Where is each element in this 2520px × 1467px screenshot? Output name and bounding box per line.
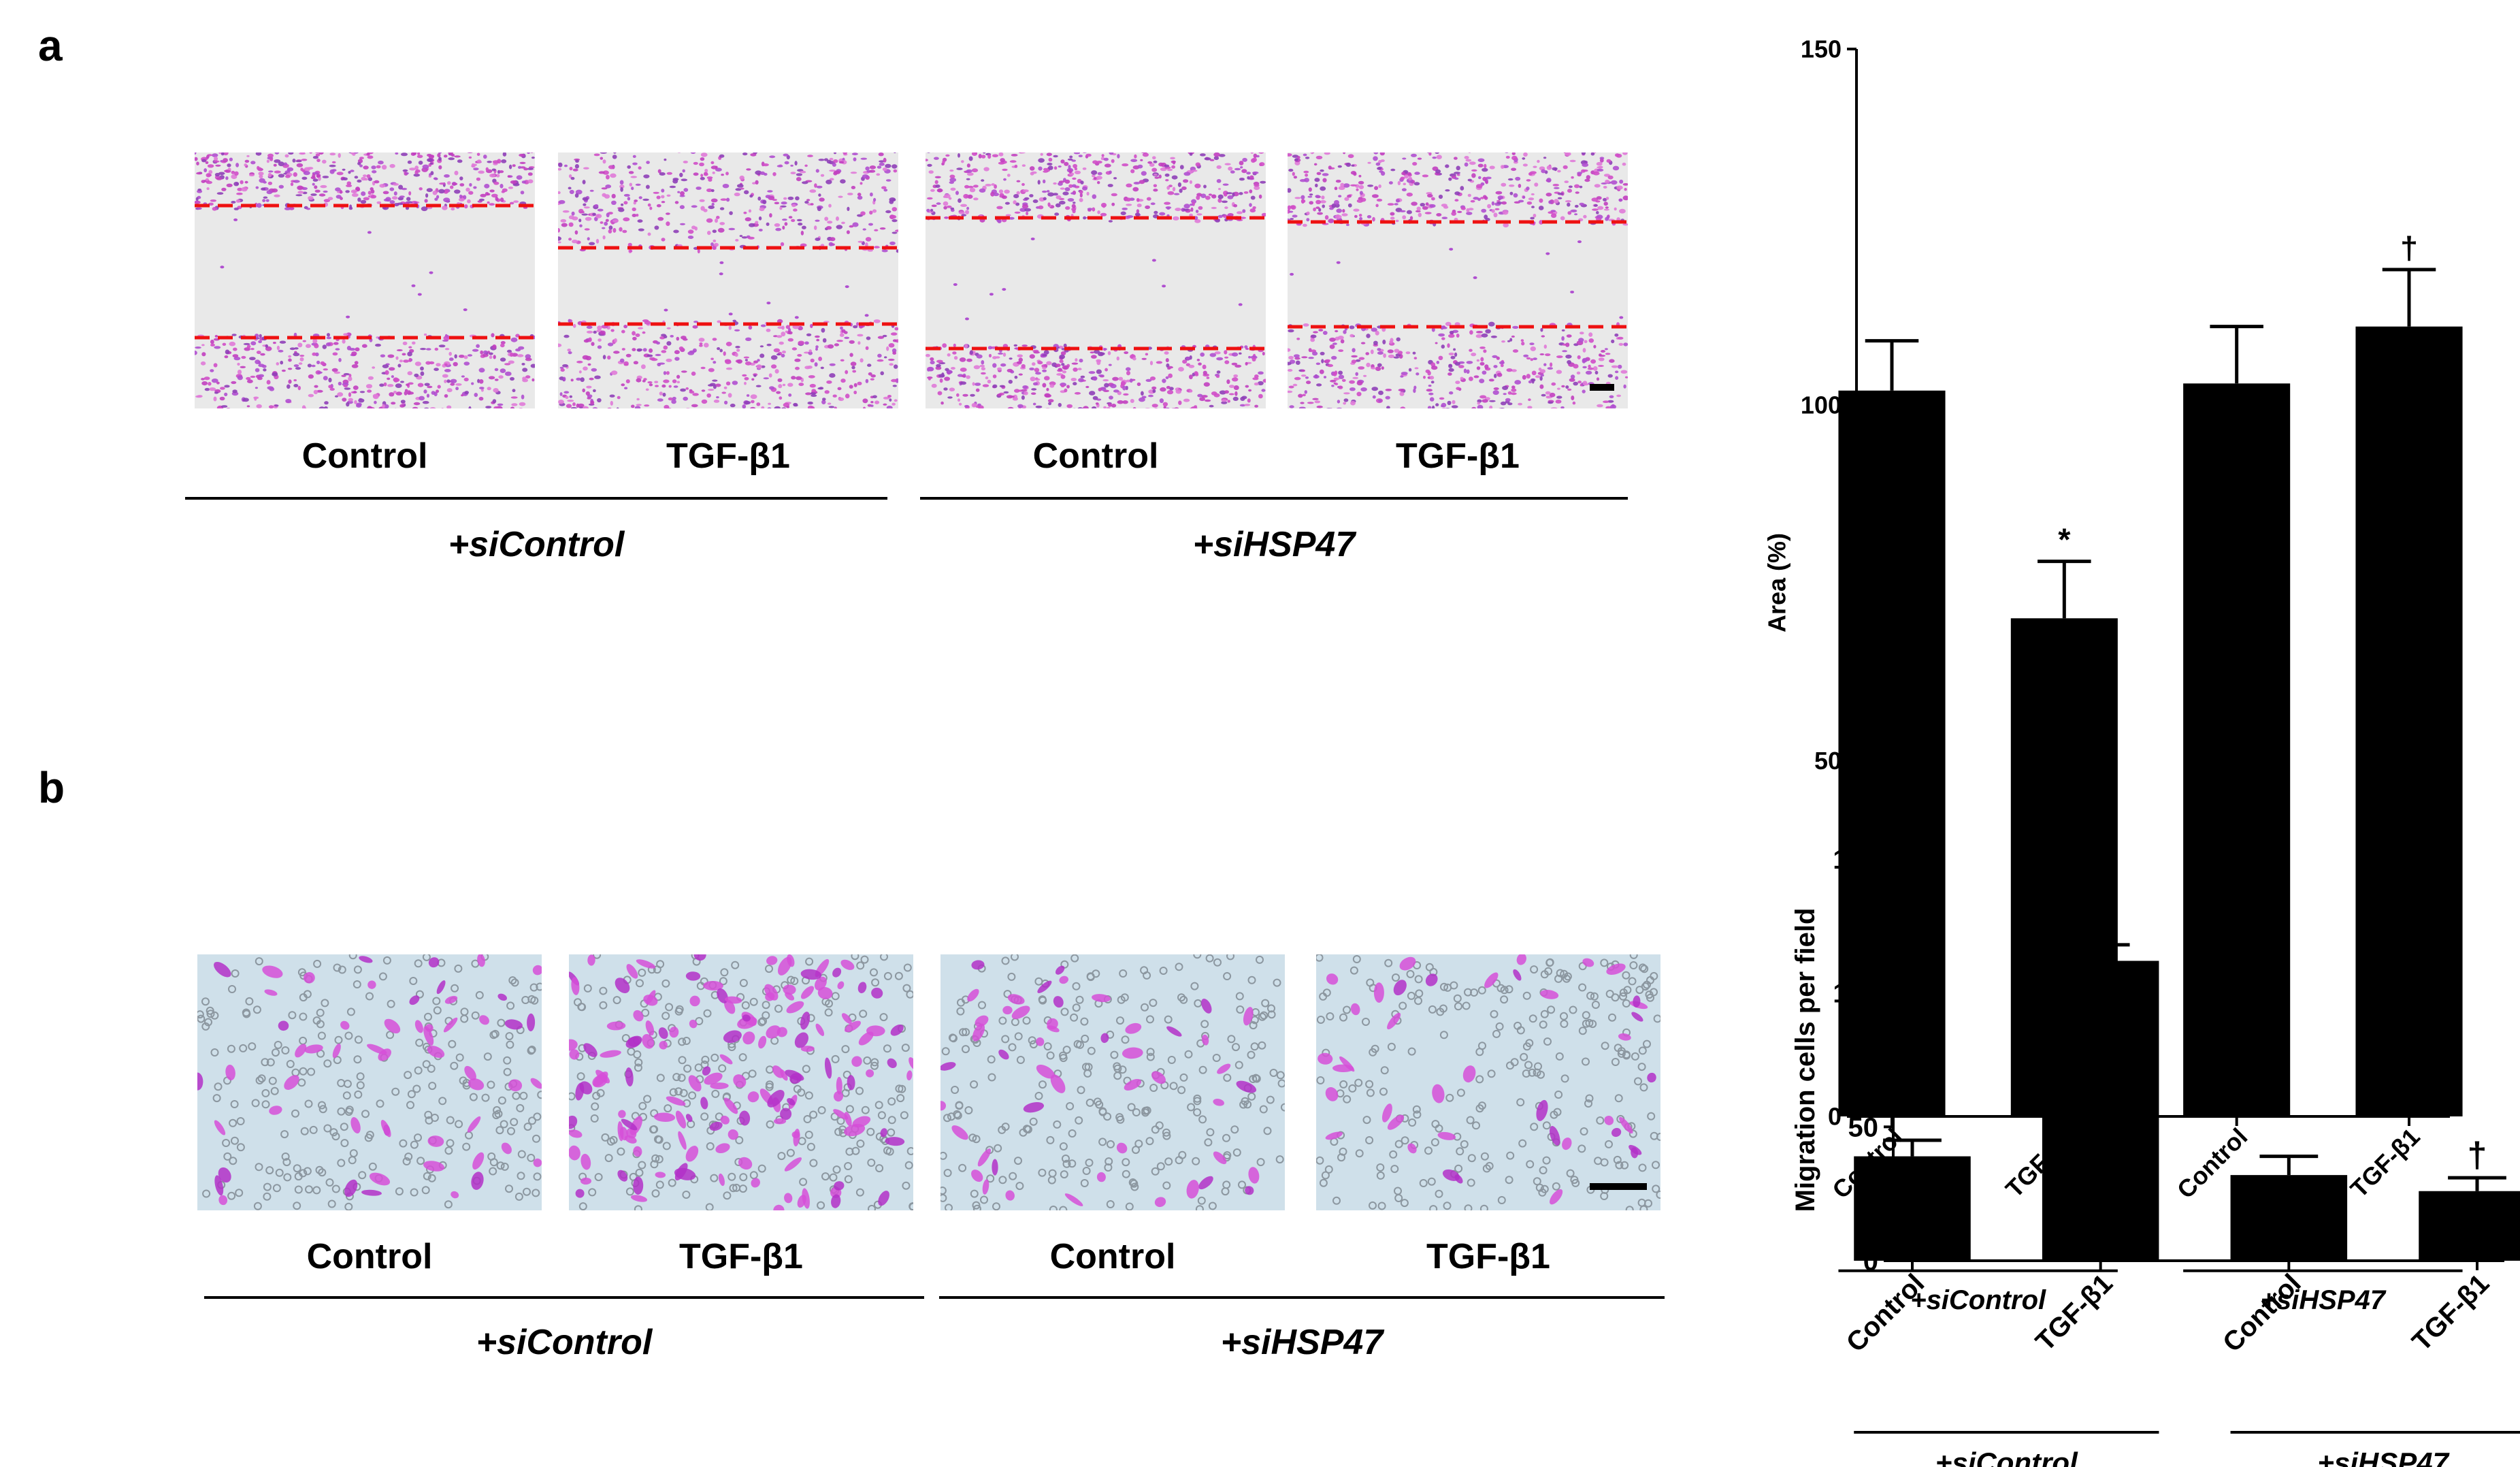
bar xyxy=(1854,1156,1971,1261)
panel-b-image-1 xyxy=(197,954,542,1210)
bar xyxy=(2355,326,2463,1117)
significance-marker: * xyxy=(2094,903,2108,942)
panel-a-group-label-2: +siHSP47 xyxy=(1192,525,1356,564)
panel-a-label-4: TGF-β1 xyxy=(1396,436,1520,476)
group-label: +siControl xyxy=(1935,1447,2078,1467)
y-tick-label: 0 xyxy=(1828,1103,1842,1131)
panel-a-label-3: Control xyxy=(1032,436,1159,476)
panel-b-image-4 xyxy=(1316,954,1660,1210)
panel-a-image-2 xyxy=(558,152,898,408)
y-axis-label: Migration cells per field xyxy=(1790,908,1820,1212)
panel-b-group-label-2: +siHSP47 xyxy=(1220,1323,1384,1362)
bar xyxy=(2419,1191,2520,1261)
bar xyxy=(2042,961,2159,1261)
bar xyxy=(1838,390,1946,1116)
panel-a-image-1 xyxy=(195,152,535,408)
panel-a-letter: a xyxy=(38,21,63,70)
group-label: +siHSP47 xyxy=(2261,1285,2387,1315)
panel-b-image-2 xyxy=(569,954,913,1210)
panel-a-group-line-2 xyxy=(920,497,1628,500)
y-tick-label: 100 xyxy=(1833,979,1878,1009)
panel-a-label-2: TGF-β1 xyxy=(666,436,790,476)
y-axis-label: Area (%) xyxy=(1763,533,1791,632)
x-tick-label: Control xyxy=(2217,1268,2307,1358)
bar xyxy=(2183,383,2291,1116)
panel-b-letter: b xyxy=(38,763,65,812)
x-tick-label: TGF-β1 xyxy=(2406,1268,2495,1357)
panel-b-image-3 xyxy=(940,954,1285,1210)
group-label: +siControl xyxy=(1910,1285,2046,1315)
panel-b-label-4: TGF-β1 xyxy=(1426,1237,1550,1276)
bar xyxy=(2230,1175,2348,1261)
panel-b-group-label-1: +siControl xyxy=(476,1323,653,1362)
panel-a-group-line-1 xyxy=(185,497,887,500)
y-tick-label: 150 xyxy=(1833,845,1878,875)
significance-marker: † xyxy=(2468,1135,2487,1175)
x-tick-label: TGF-β1 xyxy=(2030,1268,2118,1357)
x-tick-label: Control xyxy=(1841,1268,1931,1358)
panel-a-image-3 xyxy=(926,152,1266,408)
y-tick-label: 50 xyxy=(1848,1112,1879,1142)
y-tick-label: 150 xyxy=(1801,35,1842,63)
panel-b-label-3: Control xyxy=(1049,1237,1176,1276)
y-tick-label: 100 xyxy=(1801,391,1842,419)
group-label: +siHSP47 xyxy=(2317,1447,2449,1467)
y-tick-label: 50 xyxy=(1814,747,1842,775)
panel-b-label-1: Control xyxy=(306,1237,433,1276)
significance-marker: * xyxy=(2058,522,2071,558)
panel-a-group-label-1: +siControl xyxy=(448,525,625,564)
panel-a-image-4 xyxy=(1288,152,1628,408)
panel-b-label-2: TGF-β1 xyxy=(679,1237,803,1276)
chart-b: 0 50 100 150 Migration cells per field Contro… xyxy=(1763,837,2520,1467)
panel-a-label-1: Control xyxy=(301,436,428,476)
panel-b-group-line-1 xyxy=(204,1296,924,1299)
significance-marker: † xyxy=(2400,230,2418,265)
panel-b-group-line-2 xyxy=(939,1296,1665,1299)
